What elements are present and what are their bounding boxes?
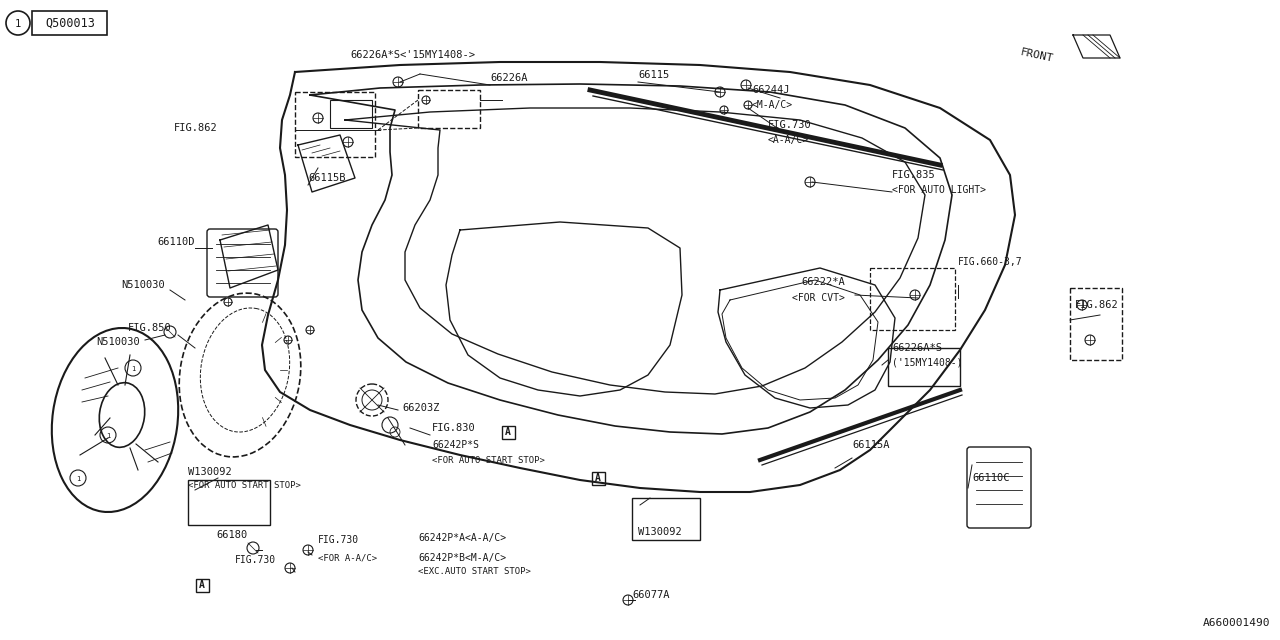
Text: FIG.730: FIG.730 bbox=[317, 535, 360, 545]
Bar bbox=[330, 100, 372, 128]
Text: 66180: 66180 bbox=[216, 530, 248, 540]
Text: A: A bbox=[506, 427, 511, 437]
Text: <EXC.AUTO START STOP>: <EXC.AUTO START STOP> bbox=[419, 568, 531, 577]
Text: <FOR CVT>: <FOR CVT> bbox=[792, 293, 845, 303]
Bar bbox=[196, 579, 209, 591]
Text: FIG.660-3,7: FIG.660-3,7 bbox=[957, 257, 1023, 267]
Text: 1: 1 bbox=[76, 476, 81, 482]
Text: A: A bbox=[595, 473, 600, 483]
Text: 66242P*B<M-A/C>: 66242P*B<M-A/C> bbox=[419, 553, 506, 563]
Text: A: A bbox=[200, 580, 205, 590]
Text: <FOR AUTO LIGHT>: <FOR AUTO LIGHT> bbox=[892, 185, 986, 195]
Text: 66203Z: 66203Z bbox=[402, 403, 439, 413]
Text: 66226A*S: 66226A*S bbox=[892, 343, 942, 353]
Bar bbox=[188, 480, 270, 525]
Bar bbox=[294, 92, 375, 157]
Text: 66115: 66115 bbox=[637, 70, 669, 80]
Bar bbox=[591, 472, 604, 484]
Text: FIG.850: FIG.850 bbox=[128, 323, 172, 333]
Text: 66115A: 66115A bbox=[852, 440, 890, 450]
Text: FIG.730: FIG.730 bbox=[768, 120, 812, 130]
Text: 66222*A: 66222*A bbox=[801, 277, 845, 287]
Text: 1: 1 bbox=[131, 366, 136, 372]
Text: Q500013: Q500013 bbox=[45, 17, 95, 29]
Text: 66226A: 66226A bbox=[490, 73, 527, 83]
Text: 66110D: 66110D bbox=[157, 237, 195, 247]
Bar bbox=[888, 348, 960, 386]
Text: <FOR AUTO START STOP>: <FOR AUTO START STOP> bbox=[188, 481, 301, 490]
Text: 66226A*S<'15MY1408->: 66226A*S<'15MY1408-> bbox=[349, 50, 475, 60]
Bar bbox=[32, 11, 108, 35]
Text: 1: 1 bbox=[15, 19, 22, 29]
Bar bbox=[502, 426, 515, 438]
Text: FIG.730: FIG.730 bbox=[236, 555, 276, 565]
Text: <M-A/C>: <M-A/C> bbox=[753, 100, 794, 110]
Text: FIG.830: FIG.830 bbox=[433, 423, 476, 433]
Text: W130092: W130092 bbox=[637, 527, 682, 537]
Text: <A-A/C>: <A-A/C> bbox=[768, 135, 809, 145]
Text: FIG.835: FIG.835 bbox=[892, 170, 936, 180]
Text: <FOR A-A/C>: <FOR A-A/C> bbox=[317, 554, 378, 563]
Text: ('15MY1408-): ('15MY1408-) bbox=[892, 357, 963, 367]
Text: 66242P*A<A-A/C>: 66242P*A<A-A/C> bbox=[419, 533, 506, 543]
Text: 66077A: 66077A bbox=[632, 590, 669, 600]
Text: 1: 1 bbox=[106, 433, 110, 439]
Text: N510030: N510030 bbox=[122, 280, 165, 290]
Text: FRONT: FRONT bbox=[1019, 47, 1053, 64]
Text: 66110C: 66110C bbox=[972, 473, 1010, 483]
Bar bbox=[1070, 288, 1123, 360]
Text: FIG.862: FIG.862 bbox=[1075, 300, 1119, 310]
Text: N510030: N510030 bbox=[96, 337, 140, 347]
Text: 66115B: 66115B bbox=[308, 173, 346, 183]
Text: 66242P*S: 66242P*S bbox=[433, 440, 479, 450]
Text: FIG.862: FIG.862 bbox=[174, 123, 218, 133]
Text: W130092: W130092 bbox=[188, 467, 232, 477]
Text: A660001490: A660001490 bbox=[1202, 618, 1270, 628]
Text: <FOR AUTO START STOP>: <FOR AUTO START STOP> bbox=[433, 456, 545, 465]
Bar bbox=[632, 498, 700, 540]
Bar bbox=[419, 90, 480, 128]
Text: 66244J: 66244J bbox=[753, 85, 790, 95]
Bar bbox=[870, 268, 955, 330]
